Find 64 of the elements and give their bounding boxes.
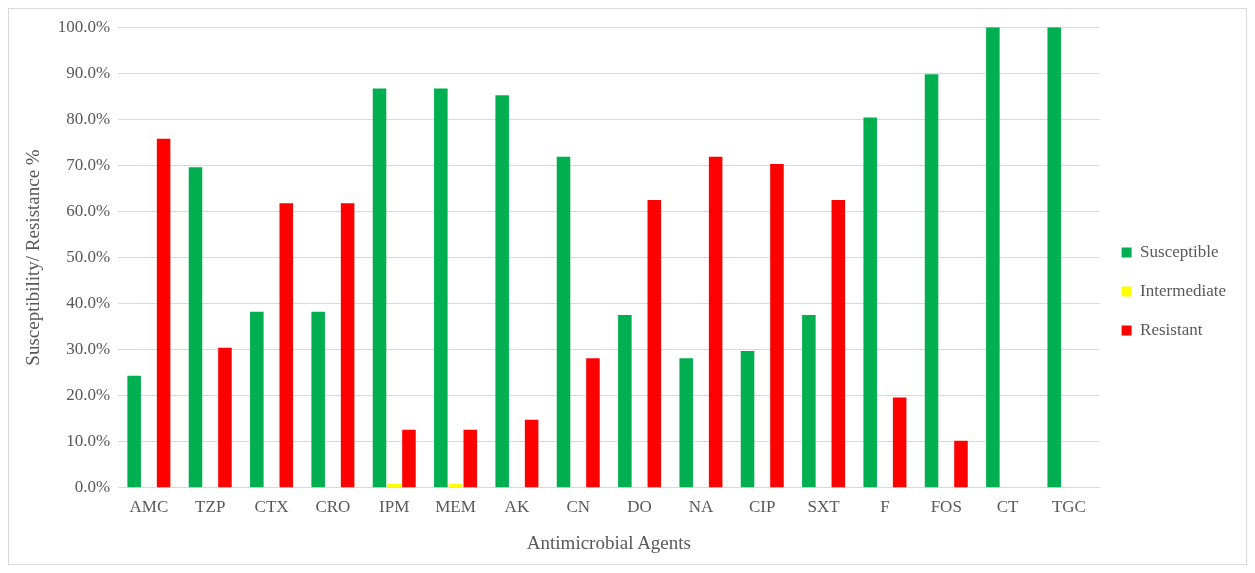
bar <box>434 88 448 488</box>
bar <box>647 199 662 488</box>
x-tick-label: F <box>880 497 890 517</box>
bar <box>986 27 1000 488</box>
x-tick-label: SXT <box>807 497 841 517</box>
y-tick-label: 60.0% <box>66 200 111 220</box>
x-tick-label: MEM <box>435 497 476 517</box>
y-tick-label: 80.0% <box>66 108 111 128</box>
y-tick-label: 10.0% <box>66 431 111 451</box>
x-tick-label: DO <box>627 497 652 517</box>
bar <box>556 156 571 488</box>
bar <box>954 440 968 488</box>
bar <box>218 347 232 488</box>
x-tick-label: TGC <box>1051 497 1086 517</box>
x-tick-label: CN <box>566 497 591 517</box>
x-tick-label: CT <box>996 497 1020 517</box>
bar <box>311 311 325 488</box>
bar <box>156 138 171 488</box>
x-tick-label: IPM <box>379 497 410 517</box>
bar <box>679 358 693 488</box>
bar <box>188 167 203 488</box>
y-tick-label: 20.0% <box>66 385 111 405</box>
bar <box>892 397 907 488</box>
y-tick-label: 90.0% <box>66 62 111 82</box>
y-tick-label: 0.0% <box>74 477 111 497</box>
y-tick-label: 40.0% <box>66 293 111 313</box>
x-tick-label: AK <box>504 497 530 517</box>
bar <box>863 117 877 488</box>
bar <box>495 95 509 488</box>
x-tick-label: TZP <box>195 497 226 517</box>
legend-label: Susceptible <box>1140 241 1219 261</box>
bar <box>524 419 539 488</box>
bar <box>740 351 755 488</box>
bar <box>831 199 846 488</box>
legend-label: Intermediate <box>1140 280 1227 300</box>
bar <box>250 311 264 488</box>
y-tick-label: 70.0% <box>66 154 111 174</box>
bar <box>802 315 816 488</box>
bar <box>1047 27 1061 488</box>
legend-label: Resistant <box>1140 319 1203 339</box>
bar <box>586 358 600 488</box>
y-axis-title: Susceptibility/ Resistance % <box>22 149 44 366</box>
bar <box>708 156 723 488</box>
bar <box>924 74 939 488</box>
y-tick-label: 30.0% <box>66 339 111 359</box>
y-tick-label: 50.0% <box>66 246 111 266</box>
x-tick-label: CRO <box>315 497 351 517</box>
y-tick-label: 100.0% <box>57 16 111 36</box>
bar <box>463 429 478 488</box>
bar <box>618 315 632 488</box>
bar <box>372 88 387 488</box>
bar <box>127 375 141 488</box>
x-tick-label: FOS <box>930 497 962 517</box>
bar <box>770 164 784 488</box>
x-tick-label: CTX <box>254 497 289 517</box>
bar <box>448 484 463 488</box>
bar <box>340 203 355 488</box>
x-tick-label: AMC <box>129 497 169 517</box>
x-tick-label: CIP <box>749 497 776 517</box>
x-tick-label: NA <box>688 497 714 517</box>
x-axis-title: Antimicrobial Agents <box>526 531 691 553</box>
bar <box>402 429 416 488</box>
bar <box>279 203 294 488</box>
bar <box>387 484 401 488</box>
